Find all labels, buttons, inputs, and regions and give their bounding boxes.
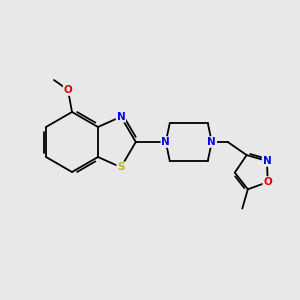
Text: N: N bbox=[207, 137, 216, 147]
Text: N: N bbox=[161, 137, 170, 147]
Text: O: O bbox=[263, 177, 272, 187]
Text: S: S bbox=[117, 162, 125, 172]
Text: O: O bbox=[64, 85, 72, 95]
Text: N: N bbox=[117, 112, 125, 122]
Text: N: N bbox=[262, 156, 271, 166]
